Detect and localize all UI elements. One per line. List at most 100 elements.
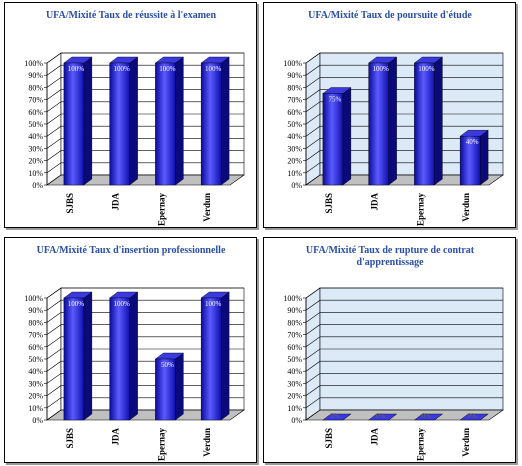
chart-title: UFA/Mixité Taux de rupture de contrat d'… xyxy=(305,245,475,268)
y-tick-label: 20% xyxy=(28,157,43,166)
y-tick-label: 20% xyxy=(28,392,43,401)
y-tick-label: 10% xyxy=(287,404,302,413)
grid-line xyxy=(305,299,503,311)
y-tick-label: 80% xyxy=(28,318,43,327)
y-tick-label: 90% xyxy=(287,71,302,80)
bar xyxy=(200,62,222,186)
value-label: 100% xyxy=(205,65,222,73)
chart-title: UFA/Mixité Taux d'insertion professionne… xyxy=(36,245,226,256)
x-tick-label: JDA xyxy=(111,193,121,211)
bar xyxy=(109,62,130,186)
bar-side xyxy=(388,56,397,186)
bar-top xyxy=(368,413,398,421)
bar-side xyxy=(129,56,138,186)
bar-side xyxy=(83,56,93,186)
grid-line xyxy=(305,385,503,396)
value-label: 100% xyxy=(68,300,85,308)
bar-top xyxy=(322,413,352,421)
bar-side xyxy=(342,87,352,186)
bar-side xyxy=(83,291,93,421)
chart: 0% 10% 20% 30% 40% 50% 60% 70% 80% 90% 100% SJBS 100… xyxy=(24,52,245,226)
x-tick-label: Verdun xyxy=(202,193,212,222)
x-tick-label: SJBS xyxy=(324,193,334,214)
x-tick-label: Verdun xyxy=(461,193,471,222)
value-label: 100% xyxy=(68,65,85,73)
y-tick-label: 30% xyxy=(28,379,43,388)
y-tick-label: 90% xyxy=(28,306,43,315)
x-tick-label: JDA xyxy=(111,428,121,446)
grid-line xyxy=(46,312,244,323)
chart-title: UFA/Mixité Taux de réussite à l'examen xyxy=(45,10,217,21)
y-tick-label: 40% xyxy=(287,132,302,141)
y-tick-label: 60% xyxy=(287,108,302,117)
bar xyxy=(155,358,176,421)
grid-line xyxy=(305,348,503,360)
x-tick-label: Epernay xyxy=(156,428,166,462)
x-tick-label: Epernay xyxy=(415,193,425,227)
bar-side xyxy=(129,291,138,421)
y-tick-label: 40% xyxy=(287,367,302,376)
y-tick-label: 40% xyxy=(28,132,43,141)
x-tick-label: SJBS xyxy=(324,428,334,449)
grid-line xyxy=(305,397,503,409)
y-tick-label: 10% xyxy=(287,169,302,178)
chart: 0% 10% 20% 30% 40% 50% 60% 70% 80% 90% 100% SJBS 75%… xyxy=(283,52,504,227)
y-tick-label: 50% xyxy=(287,120,302,129)
grid-line xyxy=(46,299,244,311)
value-label: 50% xyxy=(161,361,174,369)
grid-line xyxy=(305,312,503,323)
bar-top xyxy=(459,413,489,421)
y-tick-label: 30% xyxy=(287,144,302,153)
x-tick-label: Verdun xyxy=(461,428,471,457)
x-tick-label: Verdun xyxy=(202,428,212,457)
y-tick-label: 30% xyxy=(28,144,43,153)
value-label: 100% xyxy=(113,300,130,308)
bar-top xyxy=(413,413,443,421)
y-tick-label: 80% xyxy=(287,318,302,327)
value-label: 100% xyxy=(159,65,176,73)
value-label: 100% xyxy=(113,65,130,73)
x-tick-label: SJBS xyxy=(65,193,75,214)
bar-side xyxy=(220,291,230,421)
grid-line xyxy=(305,373,503,384)
y-tick-label: 60% xyxy=(287,343,302,352)
grid-line xyxy=(46,52,244,64)
value-label: 100% xyxy=(372,65,389,73)
value-label: 0% xyxy=(330,412,340,420)
y-tick-label: 10% xyxy=(28,169,43,178)
grid-line xyxy=(46,336,244,348)
y-tick-label: 40% xyxy=(28,367,43,376)
grid-line xyxy=(305,52,503,64)
bar-side xyxy=(175,56,184,186)
grid-line xyxy=(46,348,244,360)
y-tick-label: 30% xyxy=(287,379,302,388)
grid-line xyxy=(305,324,503,335)
y-tick-label: 100% xyxy=(283,294,302,303)
value-label: 100% xyxy=(418,65,435,73)
value-label: 40% xyxy=(466,138,479,146)
chart-panel: UFA/Mixité Taux de rupture de contrat d'… xyxy=(263,237,516,463)
y-tick-label: 50% xyxy=(28,120,43,129)
y-tick-label: 70% xyxy=(28,96,43,105)
y-tick-label: 0% xyxy=(291,416,302,425)
y-tick-label: 0% xyxy=(32,181,43,190)
y-tick-label: 60% xyxy=(28,108,43,117)
y-tick-label: 100% xyxy=(24,59,43,68)
y-tick-label: 0% xyxy=(32,416,43,425)
value-label: 0% xyxy=(376,412,386,420)
y-tick-label: 0% xyxy=(291,181,302,190)
y-tick-label: 50% xyxy=(287,355,302,364)
chart-panel: UFA/Mixité Taux d'insertion professionne… xyxy=(4,237,257,463)
y-tick-label: 70% xyxy=(287,331,302,340)
bar xyxy=(322,93,344,186)
bar-side xyxy=(479,129,489,186)
bar xyxy=(63,62,85,186)
value-label: 100% xyxy=(205,300,222,308)
y-tick-label: 10% xyxy=(28,404,43,413)
chart-title: UFA/Mixité Taux de poursuite d'étude xyxy=(308,10,472,21)
grid-line xyxy=(305,336,503,348)
bar xyxy=(63,297,85,421)
grid-line xyxy=(46,287,244,299)
grid-line xyxy=(305,360,503,372)
